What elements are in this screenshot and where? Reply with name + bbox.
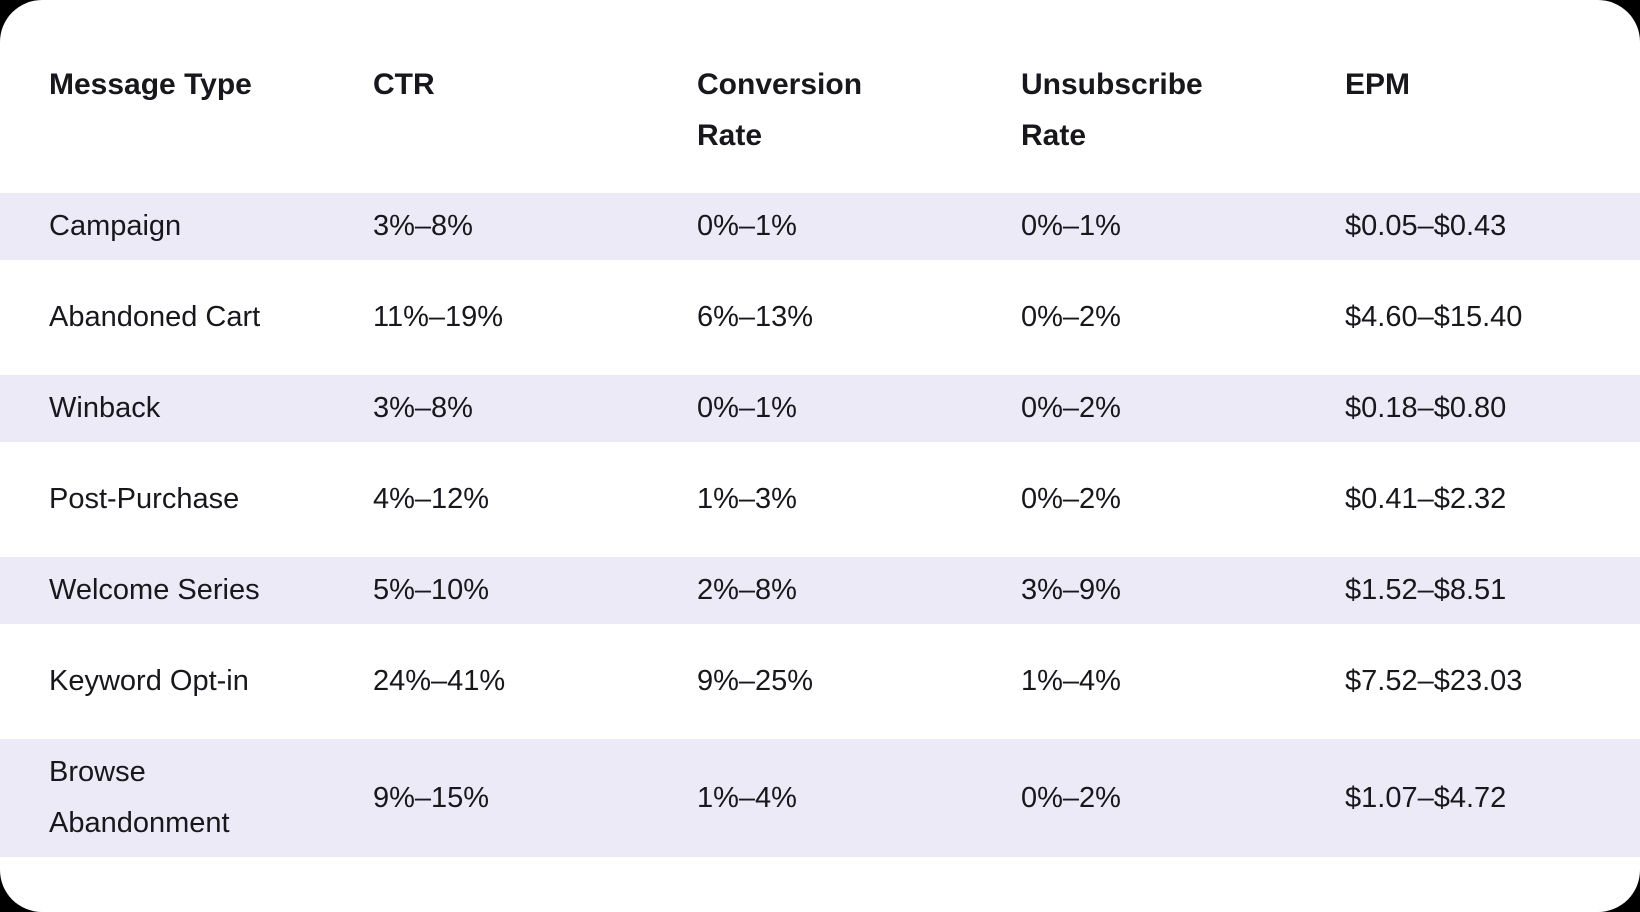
message-metrics-table: Message Type CTR Conversion Rate Unsubsc… [0,27,1640,881]
cell-unsubscribe-rate: 0%–2% [1021,739,1345,857]
cell-conversion-rate: 0%–1% [697,193,1021,260]
cell-conversion-rate: 1%–4% [697,739,1021,857]
table-body: Campaign 3%–8% 0%–1% 0%–1% $0.05–$0.43 A… [0,193,1640,857]
table-header: Message Type CTR Conversion Rate Unsubsc… [0,51,1640,169]
cell-message-type: Winback [0,375,373,442]
table-row: Winback 3%–8% 0%–1% 0%–2% $0.18–$0.80 [0,375,1640,442]
cell-conversion-rate: 1%–3% [697,483,797,515]
cell-epm: $0.05–$0.43 [1345,193,1640,260]
cell-message-type: Welcome Series [0,557,373,624]
cell-message-type: Keyword Opt-in [49,665,249,697]
cell-ctr: 5%–10% [373,557,697,624]
cell-ctr: 24%–41% [373,665,506,697]
header-message-type: Message Type [49,68,252,101]
cell-conversion-rate: 2%–8% [697,557,1021,624]
cell-epm: $4.60–$15.40 [1345,301,1523,333]
cell-epm: $0.41–$2.32 [1345,483,1507,515]
cell-ctr: 3%–8% [373,375,697,442]
cell-ctr: 3%–8% [373,193,697,260]
cell-ctr: 11%–19% [373,301,504,333]
table-row: Abandoned Cart 11%–19% 6%–13% 0%–2% $4.6… [0,284,1640,351]
table-row: Keyword Opt-in 24%–41% 9%–25% 1%–4% $7.5… [0,648,1640,715]
header-unsubscribe-rate: Unsubscribe Rate [1021,68,1203,152]
cell-epm: $1.52–$8.51 [1345,557,1640,624]
header-row: Message Type CTR Conversion Rate Unsubsc… [0,51,1640,169]
cell-message-type: Campaign [0,193,373,260]
cell-unsubscribe-rate: 0%–2% [1021,375,1345,442]
cell-epm: $0.18–$0.80 [1345,375,1640,442]
cell-ctr: 9%–15% [373,739,697,857]
cell-conversion-rate: 0%–1% [697,375,1021,442]
cell-message-type: Browse Abandonment [0,739,373,857]
cell-ctr: 4%–12% [373,483,490,515]
cell-conversion-rate: 6%–13% [697,301,814,333]
cell-epm: $1.07–$4.72 [1345,739,1640,857]
table-row: Post-Purchase 4%–12% 1%–3% 0%–2% $0.41–$… [0,466,1640,533]
header-ctr: CTR [373,68,435,101]
cell-unsubscribe-rate: 1%–4% [1021,665,1121,697]
cell-conversion-rate: 9%–25% [697,665,814,697]
table-row: Welcome Series 5%–10% 2%–8% 3%–9% $1.52–… [0,557,1640,624]
cell-unsubscribe-rate: 0%–2% [1021,301,1121,333]
cell-unsubscribe-rate: 0%–1% [1021,193,1345,260]
table-row: Campaign 3%–8% 0%–1% 0%–1% $0.05–$0.43 [0,193,1640,260]
cell-message-type: Post-Purchase [49,483,240,515]
table-row: Browse Abandonment 9%–15% 1%–4% 0%–2% $1… [0,739,1640,857]
header-epm: EPM [1345,68,1411,101]
cell-epm: $7.52–$23.03 [1345,665,1523,697]
cell-message-type: Abandoned Cart [49,301,261,333]
cell-unsubscribe-rate: 0%–2% [1021,483,1121,515]
cell-unsubscribe-rate: 3%–9% [1021,557,1345,624]
header-conversion-rate: Conversion Rate [697,68,863,152]
